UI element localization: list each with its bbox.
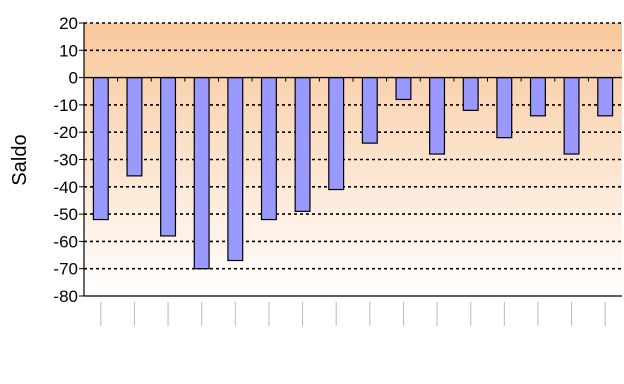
y-tick-labels: 20 10 0 -10 -20 -30 -40 -50 -60 -70 -80 [53,14,78,306]
y-tick-label: -70 [53,260,78,279]
y-tick-label: -30 [53,151,78,170]
axes [79,22,622,297]
y-tick-label: -20 [53,123,78,142]
y-tick-label: -10 [53,96,78,115]
x-category-marks [100,302,606,326]
bar [328,76,345,191]
bar [429,76,446,155]
y-tick-label: 0 [69,69,78,88]
bar [361,76,378,144]
y-axis-label: Saldo [9,134,31,185]
y-tick-label: -50 [53,205,78,224]
bar [193,76,210,270]
y-tick-label: -40 [53,178,78,197]
y-tick-label: -60 [53,232,78,251]
bar [462,76,479,111]
y-tick-label: 20 [59,14,78,33]
bars [92,76,614,270]
bar [496,76,513,139]
bar [92,76,109,221]
bar [529,76,546,117]
bar [260,76,277,221]
bar [395,76,412,101]
bar [563,76,580,155]
bar [126,76,143,177]
bar [294,76,311,212]
bar [597,76,614,117]
y-tick-label: -80 [53,287,78,306]
y-tick-label: 10 [59,41,78,60]
bar [227,76,244,262]
bar [160,76,177,237]
